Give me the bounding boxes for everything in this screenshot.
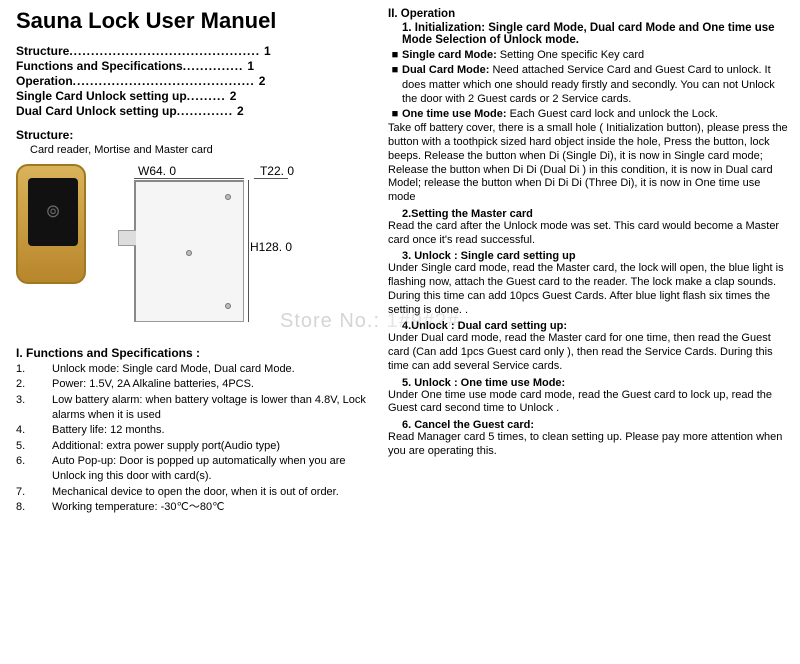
bullet-item: ■Dual Card Mode: Need attached Service C…	[388, 63, 788, 106]
bullet-item: ■One time use Mode: Each Guest card lock…	[388, 107, 788, 121]
toc-label: Dual Card Unlock setting up	[16, 104, 177, 118]
page-title: Sauna Lock User Manuel	[16, 8, 372, 34]
mortise-drawing: W64. 0 T22. 0 H128. 0	[104, 164, 294, 334]
initialization-heading: 1. Initialization: Single card Mode, Dua…	[402, 22, 788, 46]
toc: Structure...............................…	[16, 44, 372, 118]
specs-heading: I. Functions and Specifications :	[16, 346, 372, 360]
section-5-heading: 5. Unlock : One time use Mode:	[402, 377, 788, 389]
toc-label: Functions and Specifications	[16, 59, 183, 73]
dimension-thickness: T22. 0	[260, 164, 294, 178]
toc-row: Dual Card Unlock setting up ............…	[16, 104, 372, 118]
spec-item: 5.Additional: extra power supply port(Au…	[16, 439, 372, 454]
section-2-body: Read the card after the Unlock mode was …	[388, 220, 788, 248]
section-5-body: Under One time use mode card mode, read …	[388, 389, 788, 417]
section-4-heading: 4.Unlock : Dual card setting up:	[402, 320, 788, 332]
dimension-height: H128. 0	[250, 240, 292, 254]
toc-row: Operation...............................…	[16, 74, 372, 88]
spec-item: 6.Auto Pop-up: Door is popped up automat…	[16, 454, 372, 485]
spec-item: 8.Working temperature: -30℃～80℃	[16, 500, 372, 515]
toc-label: Single Card Unlock setting up	[16, 89, 187, 103]
initialization-body: Take off battery cover, there is a small…	[388, 122, 788, 205]
section-3-heading: 3. Unlock : Single card setting up	[402, 250, 788, 262]
card-reader-image: ⊚	[16, 164, 86, 284]
structure-text: Card reader, Mortise and Master card	[30, 144, 372, 158]
toc-label: Structure	[16, 44, 69, 58]
toc-row: Single Card Unlock setting up......... 2	[16, 89, 372, 103]
spec-item: 2.Power: 1.5V, 2A Alkaline batteries, 4P…	[16, 377, 372, 392]
structure-diagram: ⊚ W64. 0 T22. 0 H128. 0	[16, 164, 372, 334]
spec-item: 1.Unlock mode: Single card Mode, Dual ca…	[16, 362, 372, 377]
structure-heading: Structure:	[16, 128, 372, 142]
spec-item: 7.Mechanical device to open the door, wh…	[16, 485, 372, 500]
dimension-width: W64. 0	[138, 164, 176, 178]
spec-item: 3.Low battery alarm: when battery voltag…	[16, 393, 372, 424]
toc-row: Structure...............................…	[16, 44, 372, 58]
bullet-item: ■Single card Mode: Setting One specific …	[388, 48, 788, 62]
section-4-body: Under Dual card mode, read the Master ca…	[388, 332, 788, 373]
rfid-icon: ⊚	[45, 201, 60, 222]
section-2-heading: 2.Setting the Master card	[402, 208, 788, 220]
spec-item: 4.Battery life: 12 months.	[16, 423, 372, 438]
section-6-body: Read Manager card 5 times, to clean sett…	[388, 431, 788, 459]
toc-row: Functions and Specifications............…	[16, 59, 372, 73]
section-6-heading: 6. Cancel the Guest card:	[402, 419, 788, 431]
operation-heading: II. Operation	[388, 8, 788, 20]
toc-label: Operation	[16, 74, 73, 88]
section-3-body: Under Single card mode, read the Master …	[388, 262, 788, 317]
